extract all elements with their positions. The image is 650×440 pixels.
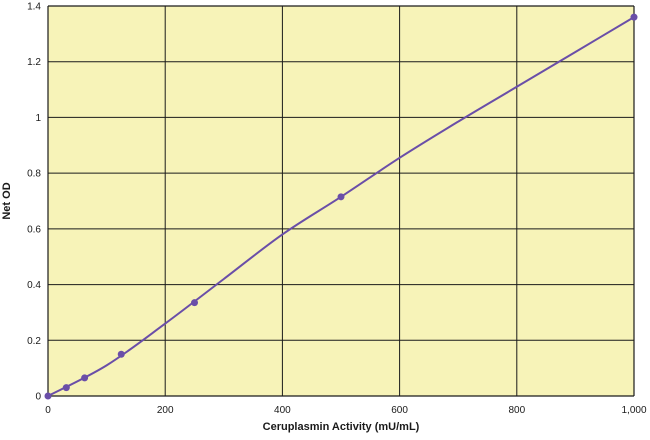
data-points: [44, 13, 638, 400]
data-point: [191, 299, 198, 307]
data-point: [44, 392, 52, 400]
grid-lines: [47, 5, 635, 397]
y-tick-label: 0.8: [27, 169, 41, 180]
data-point: [337, 193, 345, 201]
x-tick-label: 800: [508, 405, 525, 416]
y-tick-label: 1.2: [27, 57, 41, 68]
y-tick-label: 0.4: [27, 280, 41, 291]
x-axis-label: Ceruplasmin Activity (mU/mL): [263, 421, 420, 433]
x-tick-label: 0: [45, 405, 51, 416]
data-point: [630, 13, 638, 21]
y-tick-label: 1.4: [27, 2, 41, 13]
y-tick-label: 0: [35, 392, 41, 403]
y-tick-label: 0.6: [27, 224, 41, 235]
data-point: [117, 350, 125, 358]
x-tick-label: 200: [157, 405, 174, 416]
x-axis-tick-labels: 0 200 400 600 800 1,000: [45, 405, 647, 416]
x-tick-label: 1,000: [621, 405, 646, 416]
plot-area: [48, 6, 634, 396]
x-tick-label: 600: [391, 405, 408, 416]
data-point: [81, 374, 89, 382]
y-axis-label: Net OD: [1, 182, 13, 219]
data-point: [62, 384, 70, 392]
y-tick-label: 0.2: [27, 336, 41, 347]
y-tick-label: 1: [35, 113, 41, 124]
x-tick-label: 400: [274, 405, 291, 416]
y-axis-tick-labels: 0 0.2 0.4 0.6 0.8 1 1.2 1.4: [27, 2, 41, 403]
